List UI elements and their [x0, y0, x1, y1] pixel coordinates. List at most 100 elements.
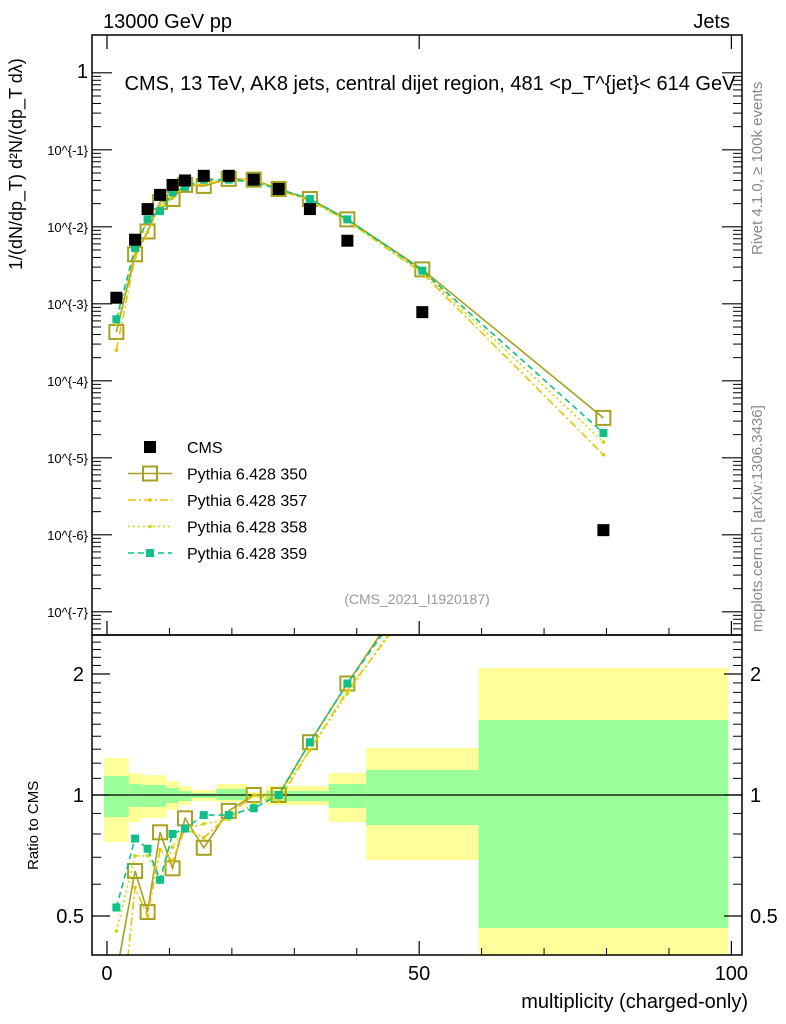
- x-tick-label: 100: [715, 963, 748, 985]
- data-point-pythia-6-428-359: [181, 182, 190, 191]
- legend-marker-cms: [144, 441, 156, 453]
- ratio-point-pythia-6-428-359: [181, 824, 190, 833]
- data-point-cms: [222, 169, 235, 182]
- ratio-point-pythia-6-428-359: [131, 834, 140, 843]
- data-point-cms: [272, 182, 285, 195]
- stat-uncertainty-band: [103, 775, 129, 817]
- y-tick-label: 10^{-7}: [47, 605, 88, 620]
- stat-uncertainty-band: [266, 791, 329, 802]
- y-tick-label: 10^{-4}: [47, 374, 88, 389]
- ratio-point-pythia-6-428-359: [199, 811, 208, 820]
- ratio-point-pythia-6-428-358: [170, 845, 175, 849]
- data-point-pythia-6-428-359: [168, 188, 177, 197]
- series-line-pythia-6-428-350: [115, 178, 604, 419]
- ratio-tick-label: 1: [73, 785, 84, 807]
- data-point-pythia-6-428-357: [170, 195, 175, 200]
- data-point-cms: [597, 524, 610, 537]
- legend-label: Pythia 6.428 357: [187, 493, 307, 510]
- ratio-point-pythia-6-428-358: [133, 854, 137, 858]
- rivet-label: Rivet 4.1.0, ≥ 100k events: [749, 82, 766, 255]
- data-point-pythia-6-428-350: [270, 180, 287, 197]
- ratio-point-pythia-6-428-359: [168, 829, 177, 838]
- data-point-pythia-6-428-357: [114, 348, 119, 352]
- mcplots-label: mcplots.cern.ch [arXiv:1306.3436]: [749, 405, 766, 632]
- legend: CMS Pythia 6.428 350 Pythia 6.428 357 Pythi…: [128, 440, 307, 563]
- ratio-point-pythia-6-428-359: [418, 574, 426, 582]
- ratio-point-pythia-6-428-357: [276, 798, 281, 803]
- data-point-pythia-6-428-359: [156, 207, 165, 216]
- data-point-pythia-6-428-357: [601, 452, 606, 457]
- data-point-pythia-6-428-350: [595, 409, 612, 426]
- legend-label: Pythia 6.428 350: [187, 467, 307, 484]
- chart-title: CMS, 13 TeV, AK8 jets, central dijet reg…: [125, 73, 737, 95]
- header-left: 13000 GeV pp: [103, 11, 232, 33]
- series-line-pythia-6-428-359: [115, 178, 604, 434]
- ratio-bands: [103, 667, 729, 955]
- ratio-point-pythia-6-428-357: [602, 399, 606, 403]
- x-tick-label: 0: [101, 963, 112, 985]
- data-point-cms: [197, 169, 210, 182]
- data-point-cms: [110, 291, 123, 304]
- ratio-point-pythia-6-428-358: [421, 583, 425, 587]
- ratio-point-pythia-6-428-357: [251, 793, 256, 797]
- ratio-point-pythia-6-428-359: [143, 844, 152, 853]
- y-tick-label: 10^{-6}: [47, 528, 88, 543]
- ratio-line-pythia-6-428-357: [127, 635, 391, 955]
- data-point-pythia-6-428-359: [599, 429, 608, 438]
- ratio-tick-label: 2: [73, 664, 84, 686]
- data-point-pythia-6-428-359: [143, 215, 152, 224]
- data-point-cms: [129, 233, 142, 246]
- ratio-tick-label-right: 2: [750, 664, 761, 686]
- series-line-pythia-6-428-358: [115, 179, 604, 443]
- data-point-cms: [303, 203, 316, 216]
- main-plot-frame: [91, 34, 743, 636]
- data-point-cms: [416, 306, 429, 319]
- stat-uncertainty-band: [178, 791, 192, 802]
- ratio-y-axis-label: Ratio to CMS: [25, 781, 42, 870]
- ratio-point-pythia-6-428-357: [145, 914, 150, 918]
- data-point-pythia-6-428-358: [601, 440, 606, 444]
- analysis-label: (CMS_2021_I1920187): [344, 591, 490, 607]
- ratio-point-pythia-6-428-350: [195, 839, 212, 856]
- ratio-point-pythia-6-428-358: [145, 854, 150, 858]
- y-tick-label: 10^{-3}: [47, 297, 88, 312]
- axis-ticks: 0 50 100 1 10^{-1} 10^{-2} 10^{-3} 10^{-4} 10^{-…: [47, 35, 778, 985]
- header-right: Jets: [693, 11, 730, 33]
- ratio-point-pythia-6-428-357: [345, 688, 350, 693]
- data-point-cms: [179, 174, 192, 187]
- ratio-tick-label: 0.5: [56, 906, 84, 928]
- data-point-pythia-6-428-359: [305, 194, 314, 203]
- x-tick-label: 50: [408, 963, 430, 985]
- ratio-point-pythia-6-428-359: [343, 679, 352, 688]
- data-point-pythia-6-428-350: [339, 211, 356, 228]
- data-point-pythia-6-428-350: [414, 261, 431, 278]
- y-tick-label: 1: [77, 61, 88, 83]
- legend-marker-pythia-6-428-358: [148, 524, 152, 529]
- ratio-point-pythia-6-428-359: [249, 804, 258, 813]
- data-point-cms: [166, 178, 179, 191]
- series-line-pythia-6-428-357: [115, 178, 604, 456]
- y-tick-label: 10^{-2}: [47, 220, 88, 235]
- stat-uncertainty-band: [478, 720, 729, 928]
- stat-uncertainty-band: [328, 784, 367, 809]
- ratio-plot-marks: [112, 202, 610, 955]
- ratio-point-pythia-6-428-357: [201, 836, 206, 840]
- data-point-pythia-6-428-350: [139, 223, 156, 240]
- ratio-point-pythia-6-428-350: [596, 202, 610, 216]
- ratio-point-pythia-6-428-358: [308, 748, 312, 752]
- ratio-point-pythia-6-428-359: [156, 875, 165, 884]
- ratio-tick-label-right: 0.5: [750, 906, 778, 928]
- ratio-point-pythia-6-428-357: [170, 859, 175, 863]
- data-point-pythia-6-428-359: [343, 215, 352, 224]
- ratio-point-pythia-6-428-357: [133, 885, 137, 890]
- ratio-point-pythia-6-428-350: [415, 565, 429, 579]
- ratio-point-pythia-6-428-358: [114, 929, 119, 934]
- ratio-point-pythia-6-428-359: [112, 903, 121, 912]
- ratio-tick-label-right: 1: [750, 785, 761, 807]
- stat-uncertainty-band: [141, 784, 167, 807]
- main-plot-marks: [108, 169, 612, 537]
- legend-label: CMS: [187, 440, 223, 457]
- x-axis-label: multiplicity (charged-only): [521, 991, 748, 1013]
